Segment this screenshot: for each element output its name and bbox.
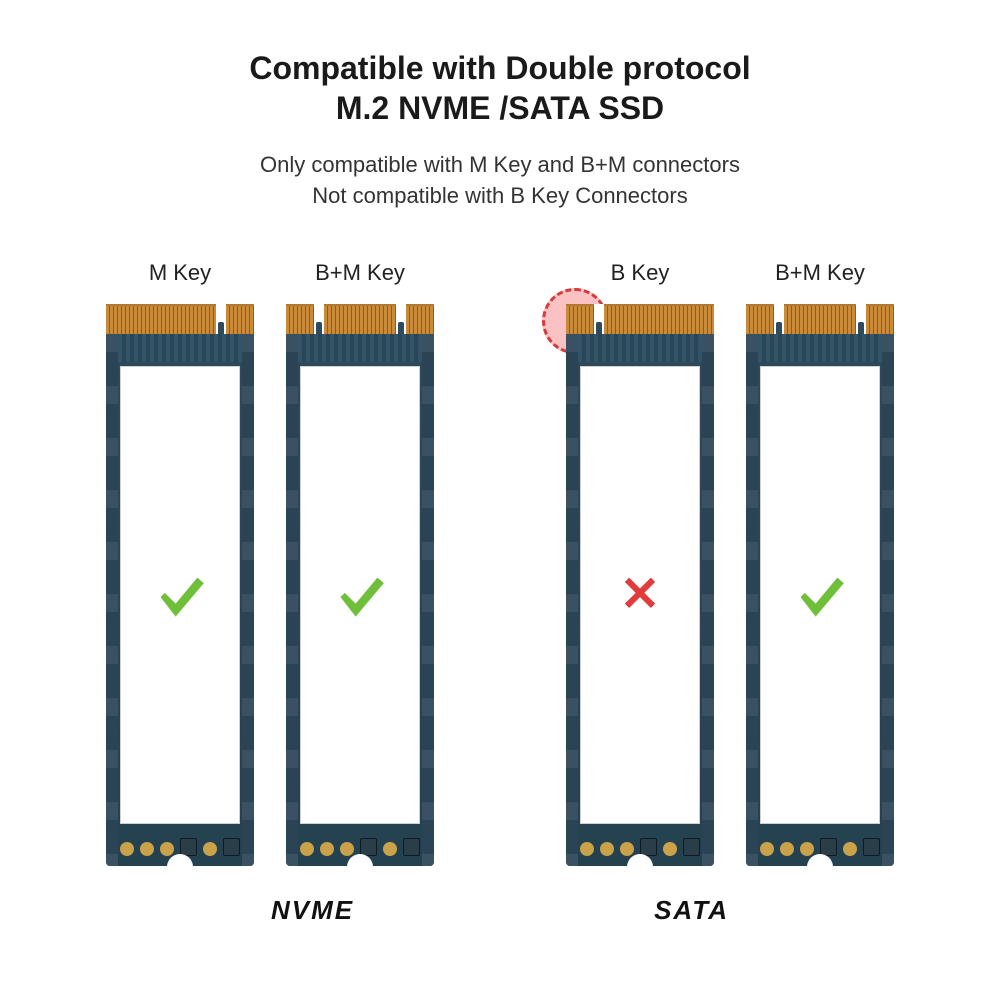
ssd-label-plate [120, 366, 240, 824]
title-line-2: M.2 NVME /SATA SSD [336, 90, 664, 126]
footer-nvme: NVME [271, 895, 354, 926]
check-icon [154, 569, 206, 621]
ssd-grid: M Key B+M Key [0, 260, 1000, 866]
ssd-pcb [746, 334, 894, 866]
check-icon [794, 569, 846, 621]
footer-sata: SATA [654, 895, 729, 926]
ssd-label-plate [580, 366, 700, 824]
footer-labels: NVME SATA [0, 895, 1000, 926]
ssd-column: B+M Key [746, 260, 894, 866]
ssd-pcb [286, 334, 434, 866]
page-subtitle: Only compatible with M Key and B+M conne… [0, 150, 1000, 212]
title-line-1: Compatible with Double protocol [249, 50, 750, 86]
subtitle-line-1: Only compatible with M Key and B+M conne… [260, 152, 740, 177]
connector-pins [106, 304, 254, 334]
ssd-column: B Key [566, 260, 714, 866]
group-nvme: M Key B+M Key [106, 260, 434, 866]
connector-pins [286, 304, 434, 334]
subtitle-line-2: Not compatible with B Key Connectors [312, 183, 687, 208]
key-label: M Key [149, 260, 211, 286]
ssd-pcb [106, 334, 254, 866]
key-label: B+M Key [315, 260, 405, 286]
ssd-module [746, 304, 894, 866]
ssd-module [566, 304, 714, 866]
check-icon [334, 569, 386, 621]
group-sata: B Key B+M Key [566, 260, 894, 866]
ssd-module [286, 304, 434, 866]
ssd-column: B+M Key [286, 260, 434, 866]
ssd-label-plate [760, 366, 880, 824]
group-spacer [470, 260, 530, 866]
key-label: B Key [611, 260, 670, 286]
page-title: Compatible with Double protocol M.2 NVME… [0, 0, 1000, 128]
connector-pins [746, 304, 894, 334]
ssd-column: M Key [106, 260, 254, 866]
key-label: B+M Key [775, 260, 865, 286]
cross-icon [614, 569, 666, 621]
ssd-module [106, 304, 254, 866]
connector-pins [566, 304, 714, 334]
ssd-pcb [566, 334, 714, 866]
ssd-label-plate [300, 366, 420, 824]
